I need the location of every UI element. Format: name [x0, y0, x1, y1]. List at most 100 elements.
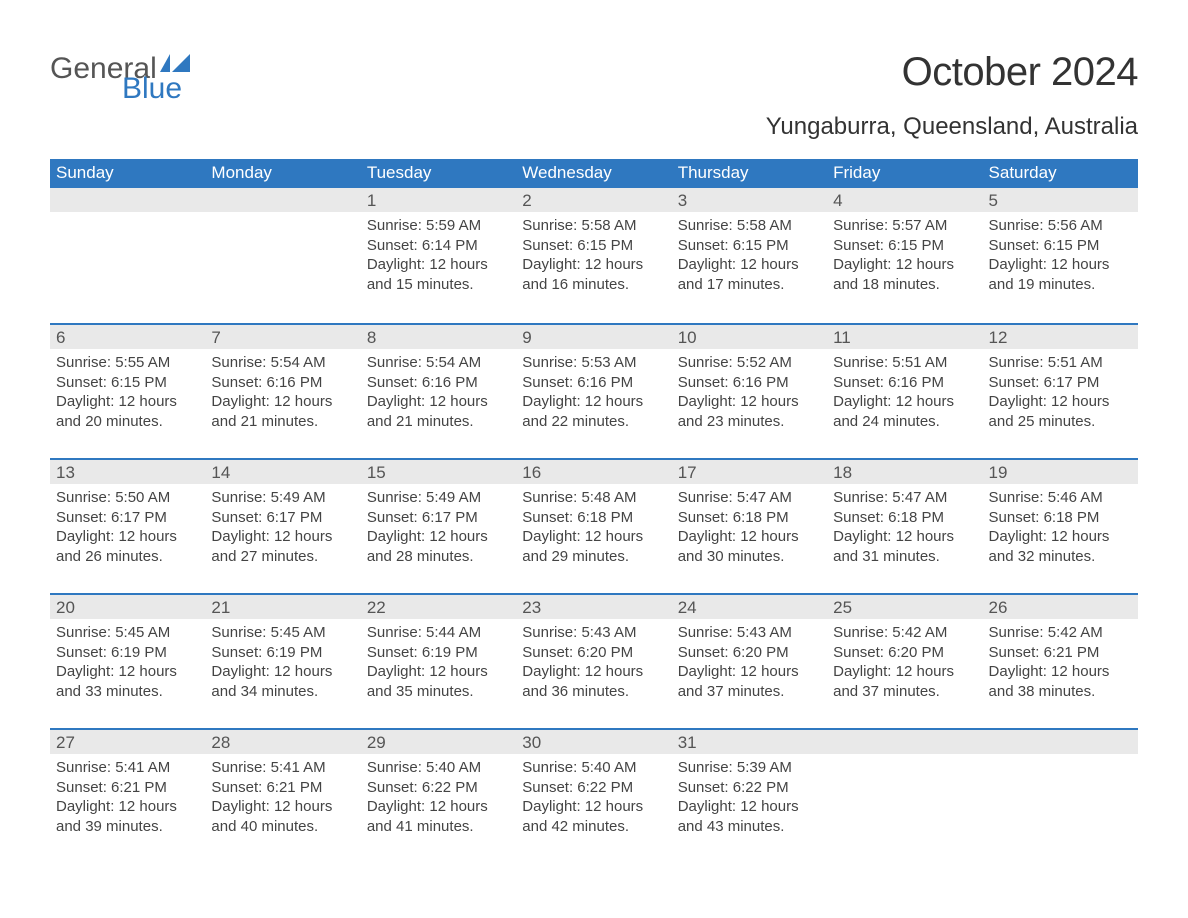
daylight-line1: Daylight: 12 hours [833, 255, 976, 275]
day-body: Sunrise: 5:54 AMSunset: 6:16 PMDaylight:… [205, 349, 360, 441]
daylight-line1: Daylight: 12 hours [367, 392, 510, 412]
daylight-line1: Daylight: 12 hours [522, 392, 665, 412]
dow-cell: Sunday [50, 159, 205, 188]
sunset-line: Sunset: 6:21 PM [989, 643, 1132, 663]
sunset-line: Sunset: 6:18 PM [678, 508, 821, 528]
day-cell: 15Sunrise: 5:49 AMSunset: 6:17 PMDayligh… [361, 460, 516, 593]
daylight-line2: and 21 minutes. [211, 412, 354, 432]
daylight-line2: and 22 minutes. [522, 412, 665, 432]
week-row: 1Sunrise: 5:59 AMSunset: 6:14 PMDaylight… [50, 188, 1138, 323]
day-cell: 30Sunrise: 5:40 AMSunset: 6:22 PMDayligh… [516, 730, 671, 863]
dow-cell: Thursday [672, 159, 827, 188]
day-number: 11 [827, 325, 982, 349]
daylight-line1: Daylight: 12 hours [678, 797, 821, 817]
day-body: Sunrise: 5:49 AMSunset: 6:17 PMDaylight:… [205, 484, 360, 576]
dow-cell: Friday [827, 159, 982, 188]
day-cell: 17Sunrise: 5:47 AMSunset: 6:18 PMDayligh… [672, 460, 827, 593]
daylight-line2: and 27 minutes. [211, 547, 354, 567]
day-number: 12 [983, 325, 1138, 349]
day-number: 23 [516, 595, 671, 619]
day-cell: 10Sunrise: 5:52 AMSunset: 6:16 PMDayligh… [672, 325, 827, 458]
daylight-line2: and 21 minutes. [367, 412, 510, 432]
daylight-line2: and 18 minutes. [833, 275, 976, 295]
day-body: Sunrise: 5:53 AMSunset: 6:16 PMDaylight:… [516, 349, 671, 441]
day-cell: 21Sunrise: 5:45 AMSunset: 6:19 PMDayligh… [205, 595, 360, 728]
daylight-line2: and 19 minutes. [989, 275, 1132, 295]
day-body: Sunrise: 5:55 AMSunset: 6:15 PMDaylight:… [50, 349, 205, 441]
daylight-line2: and 36 minutes. [522, 682, 665, 702]
sunset-line: Sunset: 6:21 PM [211, 778, 354, 798]
daylight-line1: Daylight: 12 hours [678, 255, 821, 275]
month-title: October 2024 [766, 50, 1138, 95]
day-body: Sunrise: 5:59 AMSunset: 6:14 PMDaylight:… [361, 212, 516, 304]
sunrise-line: Sunrise: 5:40 AM [367, 758, 510, 778]
week-row: 27Sunrise: 5:41 AMSunset: 6:21 PMDayligh… [50, 728, 1138, 863]
sunrise-line: Sunrise: 5:40 AM [522, 758, 665, 778]
day-number: 6 [50, 325, 205, 349]
day-body: Sunrise: 5:56 AMSunset: 6:15 PMDaylight:… [983, 212, 1138, 304]
day-cell: 20Sunrise: 5:45 AMSunset: 6:19 PMDayligh… [50, 595, 205, 728]
day-cell: 6Sunrise: 5:55 AMSunset: 6:15 PMDaylight… [50, 325, 205, 458]
day-body: Sunrise: 5:57 AMSunset: 6:15 PMDaylight:… [827, 212, 982, 304]
sunset-line: Sunset: 6:21 PM [56, 778, 199, 798]
daylight-line2: and 33 minutes. [56, 682, 199, 702]
sunset-line: Sunset: 6:15 PM [678, 236, 821, 256]
sunset-line: Sunset: 6:18 PM [522, 508, 665, 528]
day-body: Sunrise: 5:49 AMSunset: 6:17 PMDaylight:… [361, 484, 516, 576]
title-block: October 2024 Yungaburra, Queensland, Aus… [766, 50, 1138, 151]
sunset-line: Sunset: 6:19 PM [56, 643, 199, 663]
day-number: 2 [516, 188, 671, 212]
day-cell [50, 188, 205, 323]
day-body: Sunrise: 5:42 AMSunset: 6:20 PMDaylight:… [827, 619, 982, 711]
day-number: 21 [205, 595, 360, 619]
day-number: 5 [983, 188, 1138, 212]
day-number: 3 [672, 188, 827, 212]
sunrise-line: Sunrise: 5:56 AM [989, 216, 1132, 236]
day-number: 16 [516, 460, 671, 484]
location: Yungaburra, Queensland, Australia [766, 113, 1138, 141]
sunset-line: Sunset: 6:22 PM [367, 778, 510, 798]
day-cell: 12Sunrise: 5:51 AMSunset: 6:17 PMDayligh… [983, 325, 1138, 458]
daylight-line2: and 40 minutes. [211, 817, 354, 837]
day-number: 18 [827, 460, 982, 484]
sunrise-line: Sunrise: 5:58 AM [678, 216, 821, 236]
day-body [827, 754, 982, 768]
day-number: 26 [983, 595, 1138, 619]
sunrise-line: Sunrise: 5:49 AM [211, 488, 354, 508]
sunrise-line: Sunrise: 5:42 AM [833, 623, 976, 643]
daylight-line2: and 16 minutes. [522, 275, 665, 295]
day-number: 25 [827, 595, 982, 619]
sunset-line: Sunset: 6:20 PM [678, 643, 821, 663]
daylight-line2: and 26 minutes. [56, 547, 199, 567]
day-body: Sunrise: 5:51 AMSunset: 6:16 PMDaylight:… [827, 349, 982, 441]
day-cell: 24Sunrise: 5:43 AMSunset: 6:20 PMDayligh… [672, 595, 827, 728]
sunrise-line: Sunrise: 5:43 AM [678, 623, 821, 643]
daylight-line1: Daylight: 12 hours [522, 662, 665, 682]
day-cell: 23Sunrise: 5:43 AMSunset: 6:20 PMDayligh… [516, 595, 671, 728]
daylight-line1: Daylight: 12 hours [367, 255, 510, 275]
daylight-line1: Daylight: 12 hours [367, 662, 510, 682]
day-body [205, 212, 360, 226]
day-cell: 1Sunrise: 5:59 AMSunset: 6:14 PMDaylight… [361, 188, 516, 323]
daylight-line2: and 28 minutes. [367, 547, 510, 567]
sunset-line: Sunset: 6:17 PM [989, 373, 1132, 393]
daylight-line2: and 43 minutes. [678, 817, 821, 837]
sunrise-line: Sunrise: 5:46 AM [989, 488, 1132, 508]
sunset-line: Sunset: 6:16 PM [211, 373, 354, 393]
day-number: 19 [983, 460, 1138, 484]
day-number: 15 [361, 460, 516, 484]
daylight-line1: Daylight: 12 hours [522, 797, 665, 817]
sunrise-line: Sunrise: 5:45 AM [211, 623, 354, 643]
dow-cell: Saturday [983, 159, 1138, 188]
daylight-line1: Daylight: 12 hours [833, 527, 976, 547]
daylight-line1: Daylight: 12 hours [211, 527, 354, 547]
day-number: 1 [361, 188, 516, 212]
sunrise-line: Sunrise: 5:54 AM [211, 353, 354, 373]
daylight-line2: and 25 minutes. [989, 412, 1132, 432]
sunset-line: Sunset: 6:19 PM [367, 643, 510, 663]
day-cell [827, 730, 982, 863]
day-cell: 8Sunrise: 5:54 AMSunset: 6:16 PMDaylight… [361, 325, 516, 458]
dow-cell: Tuesday [361, 159, 516, 188]
daylight-line2: and 29 minutes. [522, 547, 665, 567]
daylight-line1: Daylight: 12 hours [989, 255, 1132, 275]
